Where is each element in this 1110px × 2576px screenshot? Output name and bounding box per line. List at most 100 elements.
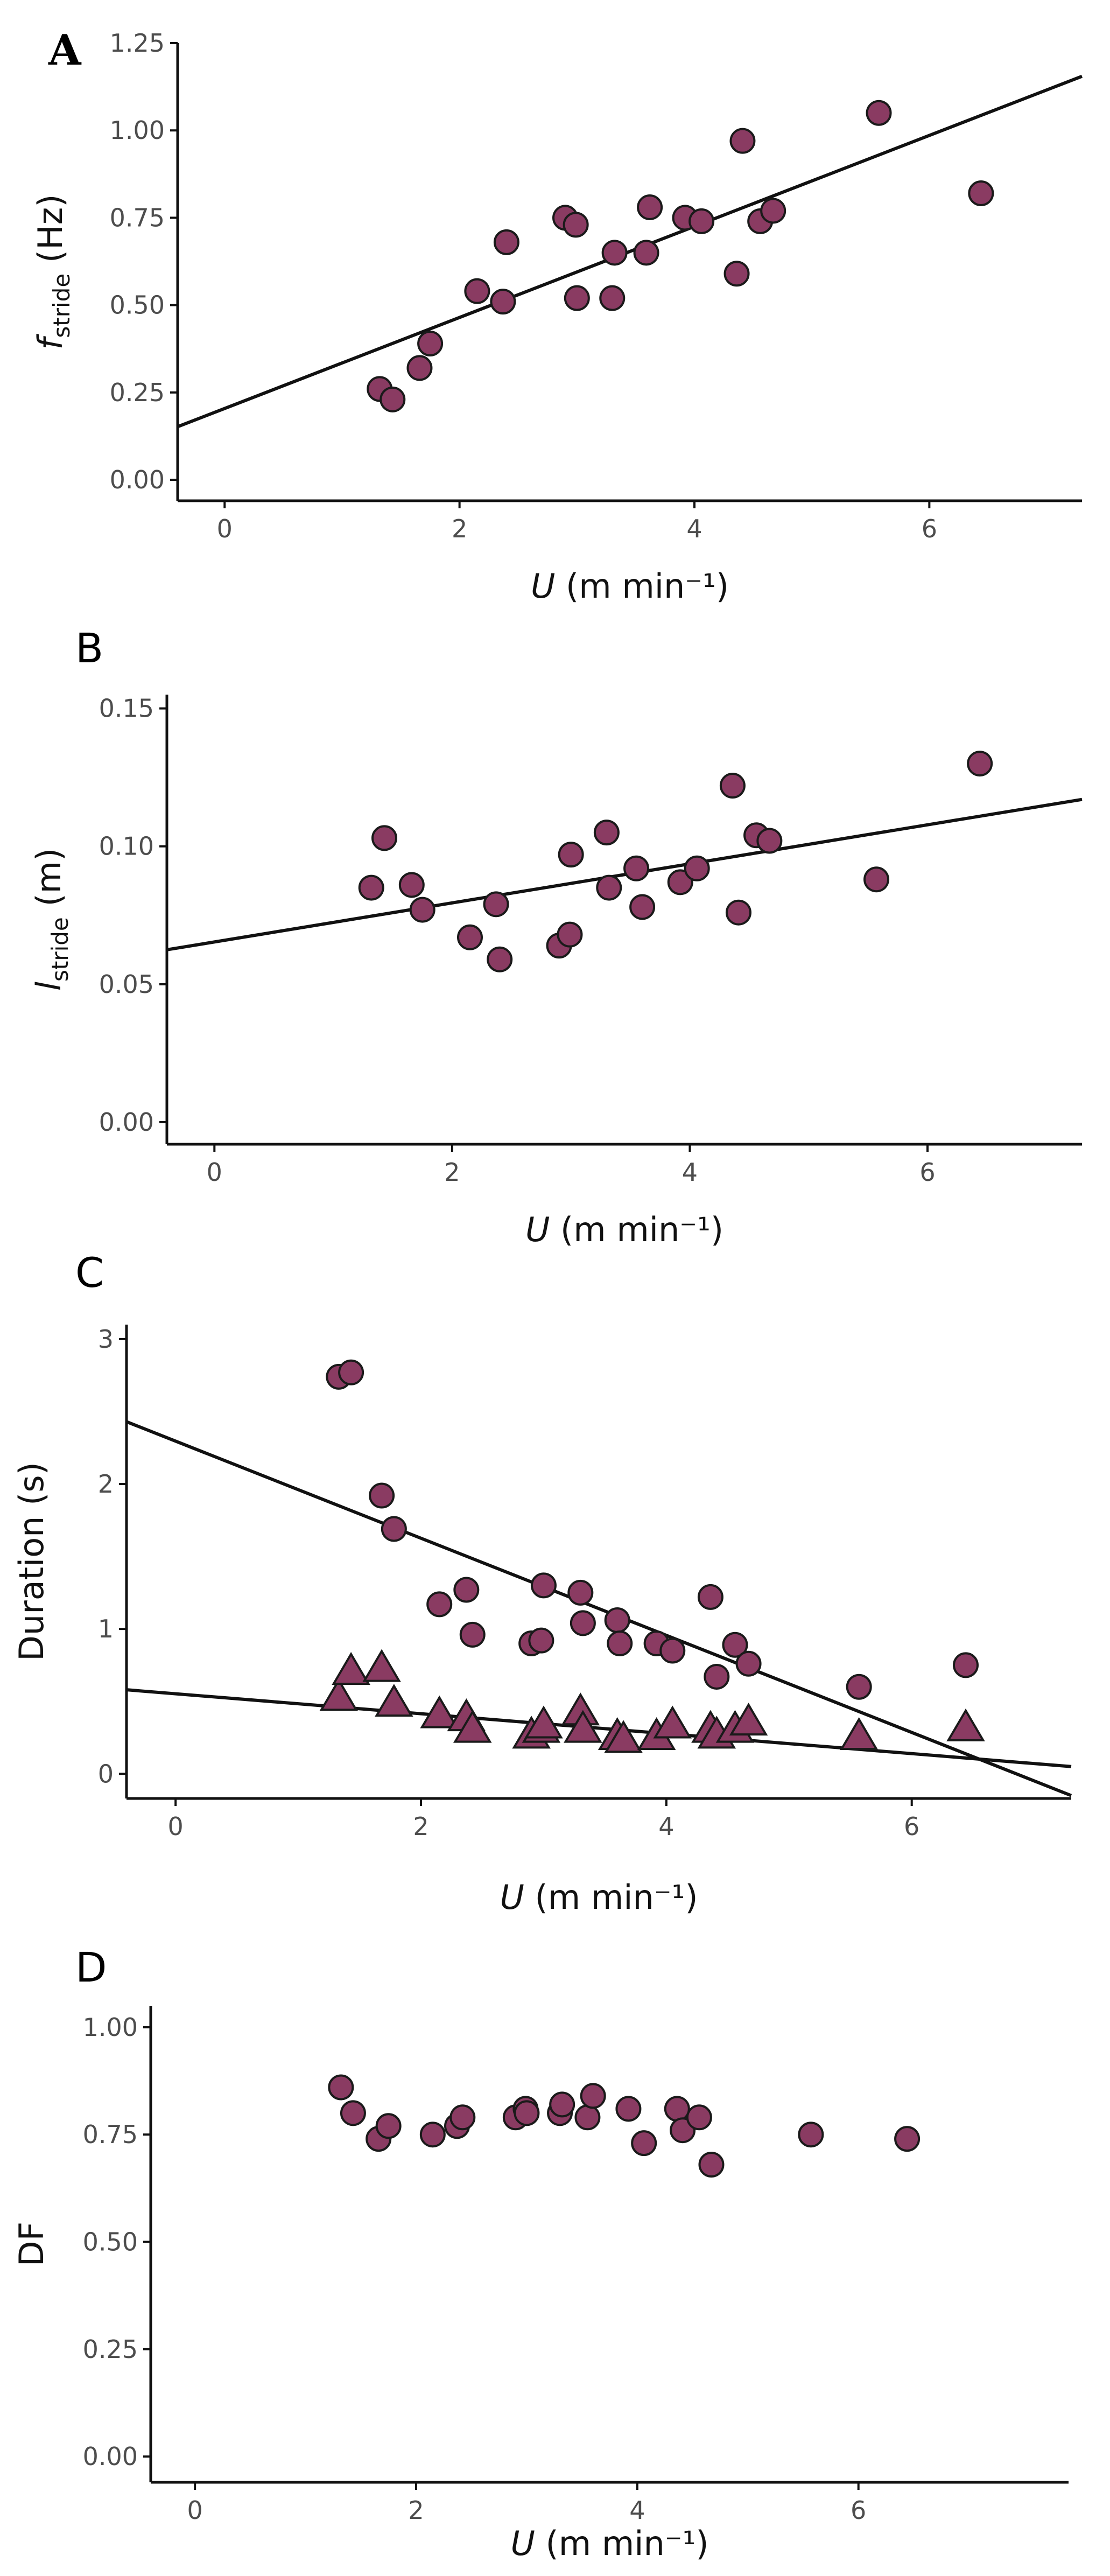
data-point (756, 828, 783, 854)
fit-line-1 (125, 1420, 1072, 1797)
data-point-triangle (375, 1684, 413, 1717)
data-point (358, 874, 384, 901)
x-tick-label: 2 (452, 514, 467, 543)
data-point-triangle (362, 1649, 401, 1682)
data-point (530, 1572, 557, 1599)
data-point (398, 872, 425, 898)
data-point (698, 2152, 725, 2178)
data-point (697, 1584, 723, 1610)
x-axis-title: U (m min⁻¹) (531, 566, 729, 606)
data-point (419, 2122, 446, 2148)
x-tick-label: 2 (444, 1158, 460, 1187)
y-tick-label: 0.25 (83, 2335, 138, 2364)
data-point (735, 1650, 762, 1677)
data-point (567, 1579, 594, 1606)
data-point (601, 240, 628, 266)
data-point-triangle (420, 1695, 459, 1728)
data-point (760, 198, 786, 224)
data-point (528, 1627, 554, 1654)
data-point (456, 924, 483, 950)
panel-letter-C: C (75, 1249, 104, 1297)
data-point (599, 285, 626, 311)
y-tick-label: 0.75 (110, 203, 165, 232)
data-point (596, 874, 622, 901)
data-point (967, 751, 993, 777)
x-axis-title: U (m min⁻¹) (500, 1878, 698, 1917)
data-point-triangle (729, 1703, 768, 1736)
data-point (729, 128, 756, 154)
data-point (704, 1663, 730, 1690)
data-point (380, 386, 406, 412)
data-point-triangle (839, 1717, 879, 1751)
x-tick-label: 6 (919, 1158, 935, 1187)
panel-B: B 0 2 4 6 0.00 0.05 0.10 0.15 U (m min⁻¹) lstride … (29, 624, 1083, 1249)
y-tick-label: 3 (98, 1325, 114, 1354)
data-point (574, 2104, 601, 2131)
y-tick-label: 0.25 (110, 378, 165, 407)
data-point (426, 1591, 453, 1618)
x-tick-label: 6 (851, 2496, 866, 2525)
y-tick-label: 1.00 (110, 116, 165, 145)
data-point (453, 1577, 480, 1603)
panel-A: A 0 2 4 6 0.00 0.25 0.50 0.75 1.00 1.25 U (m min⁻¹)… (31, 26, 1083, 606)
y-tick-label: 2 (98, 1469, 114, 1499)
y-tick-label: 0 (98, 1759, 114, 1788)
data-point (637, 194, 663, 220)
y-tick-label: 0.75 (83, 2120, 138, 2149)
data-point (633, 240, 659, 266)
data-point (564, 285, 590, 311)
panel-letter-B: B (75, 624, 103, 672)
data-point (798, 2122, 824, 2148)
data-point (866, 100, 892, 126)
data-point (558, 842, 584, 868)
data-point (667, 869, 693, 895)
y-tick-label: 0.15 (99, 694, 154, 723)
x-tick-label: 0 (168, 1812, 184, 1841)
x-tick-label: 6 (904, 1812, 919, 1841)
fit-line-2 (126, 1688, 1072, 1768)
y-tick-label: 1.00 (83, 2013, 138, 2042)
y-tick-label: 1.25 (110, 29, 165, 58)
data-point (417, 331, 444, 357)
data-point (684, 855, 710, 881)
data-point (593, 820, 620, 846)
data-point (629, 894, 656, 920)
x-tick-label: 0 (217, 514, 233, 543)
y-tick-label: 0.00 (110, 465, 165, 494)
data-point (563, 212, 589, 238)
y-tick-label: 0.00 (99, 1108, 154, 1137)
data-point (557, 921, 583, 948)
data-point (375, 2113, 402, 2139)
data-point (659, 1637, 686, 1664)
data-point (369, 1482, 395, 1509)
data-point (514, 2100, 540, 2126)
data-point-triangle (524, 1705, 563, 1739)
data-point (340, 2100, 366, 2126)
x-axis-title: U (m min⁻¹) (525, 1210, 723, 1249)
data-point (623, 855, 650, 881)
data-point (338, 1359, 364, 1385)
panel-D: D 0 2 4 6 0.00 0.25 0.50 0.75 1.00 U (m min⁻¹) DF (12, 1943, 1069, 2563)
data-point (406, 355, 433, 381)
data-point (664, 2096, 690, 2122)
x-tick-label: 4 (682, 1158, 698, 1187)
y-tick-label: 0.05 (99, 970, 154, 999)
data-point (490, 289, 516, 315)
data-point (493, 229, 519, 255)
data-point (719, 773, 746, 799)
data-point (686, 2104, 712, 2131)
data-point (464, 278, 490, 304)
panel-letter-D: D (75, 1943, 107, 1991)
data-point (689, 208, 715, 234)
fit-line-1 (166, 797, 1083, 951)
data-point-triangle (946, 1708, 985, 1741)
data-point (328, 2074, 354, 2101)
data-point (459, 1621, 486, 1648)
y-axis-title: DF (12, 2222, 51, 2266)
data-point (722, 1632, 748, 1658)
data-point (549, 2091, 575, 2118)
data-point-triangle (453, 1710, 492, 1743)
data-point (952, 1652, 979, 1678)
data-point (607, 1630, 633, 1657)
